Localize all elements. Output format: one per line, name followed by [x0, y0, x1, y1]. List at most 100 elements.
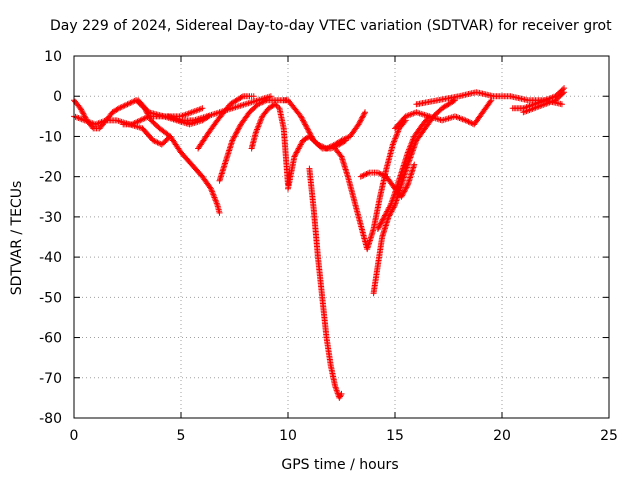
data-point: [465, 118, 472, 125]
data-point: [385, 205, 392, 212]
y-tick-label: -80: [39, 411, 62, 427]
data-point: [199, 105, 206, 112]
data-point: [211, 194, 218, 201]
data-point: [140, 116, 147, 123]
data-point: [298, 114, 305, 121]
data-point: [298, 140, 305, 147]
data-point: [404, 149, 411, 156]
data-point: [78, 107, 85, 114]
data-point: [114, 106, 121, 113]
series-track-6: [195, 93, 257, 152]
data-point: [377, 221, 384, 228]
data-point: [272, 101, 279, 108]
data-point: [297, 141, 304, 148]
data-point: [488, 97, 495, 104]
data-point: [255, 123, 262, 130]
data-point: [377, 170, 384, 177]
data-point: [407, 142, 414, 149]
data-point: [130, 120, 137, 127]
x-tick-label: 0: [70, 428, 79, 444]
x-tick-label: 5: [177, 428, 186, 444]
data-point: [409, 148, 416, 155]
data-point: [406, 145, 413, 152]
data-point: [80, 110, 87, 117]
data-point: [256, 100, 263, 107]
y-tick-label: -30: [39, 210, 62, 226]
data-point: [360, 172, 367, 179]
data-point: [392, 134, 399, 141]
data-point: [292, 152, 299, 159]
data-point: [337, 138, 344, 145]
data-point: [400, 189, 407, 196]
data-point: [303, 124, 310, 131]
data-point: [316, 142, 323, 149]
data-point: [205, 113, 212, 120]
data-point: [361, 110, 368, 117]
data-point: [462, 117, 469, 124]
data-point: [133, 119, 140, 126]
data-point: [357, 118, 364, 125]
y-tick-label: 0: [53, 89, 62, 105]
data-point: [401, 188, 408, 195]
data-point: [386, 204, 393, 211]
series-track-13: [370, 97, 458, 297]
data-point: [127, 99, 134, 106]
data-point: [391, 138, 398, 145]
data-point: [255, 122, 262, 129]
y-tick-label: -40: [39, 250, 62, 266]
data-point: [384, 207, 391, 214]
data-point: [233, 129, 240, 136]
data-point: [210, 193, 217, 200]
data-point: [231, 133, 238, 140]
data-point: [356, 120, 363, 127]
data-point: [391, 137, 398, 144]
data-point: [123, 101, 130, 108]
data-point: [252, 129, 259, 136]
data-point: [559, 90, 566, 97]
data-point: [339, 136, 346, 143]
data-point: [336, 394, 343, 401]
data-point: [327, 143, 334, 150]
data-point: [260, 98, 267, 105]
data-point: [297, 142, 304, 149]
data-point: [213, 198, 220, 205]
data-point: [558, 101, 565, 108]
data-point: [250, 93, 257, 100]
chart-title: Day 229 of 2024, Sidereal Day-to-day VTE…: [50, 18, 612, 34]
data-point: [363, 170, 370, 177]
data-point: [134, 118, 141, 125]
data-point: [154, 139, 161, 146]
y-tick-label: -50: [39, 290, 62, 306]
data-point: [359, 172, 366, 179]
data-point: [256, 120, 263, 127]
data-point: [466, 119, 473, 126]
data-point: [256, 119, 263, 126]
data-point: [377, 220, 384, 227]
data-point: [405, 158, 412, 165]
data-point: [121, 102, 128, 109]
data-point: [357, 173, 364, 180]
data-point: [408, 150, 415, 157]
x-tick-label: 15: [386, 428, 404, 444]
data-point: [259, 99, 266, 106]
data-point: [407, 143, 414, 150]
data-point: [409, 147, 416, 154]
data-point: [359, 114, 366, 121]
data-point: [208, 187, 215, 194]
series-track-10: [285, 109, 369, 192]
data-point: [153, 138, 160, 145]
data-point: [204, 114, 211, 121]
data-point: [291, 153, 298, 160]
data-point: [135, 118, 142, 125]
data-point: [128, 99, 135, 106]
series-track-14: [357, 161, 418, 200]
data-point: [150, 137, 157, 144]
data-point: [305, 128, 312, 135]
data-point: [389, 141, 396, 148]
data-point: [395, 128, 402, 135]
data-point: [450, 98, 457, 105]
data-point: [212, 197, 219, 204]
x-tick-label: 25: [600, 428, 618, 444]
series-track-16: [392, 97, 495, 132]
data-point: [302, 122, 309, 129]
